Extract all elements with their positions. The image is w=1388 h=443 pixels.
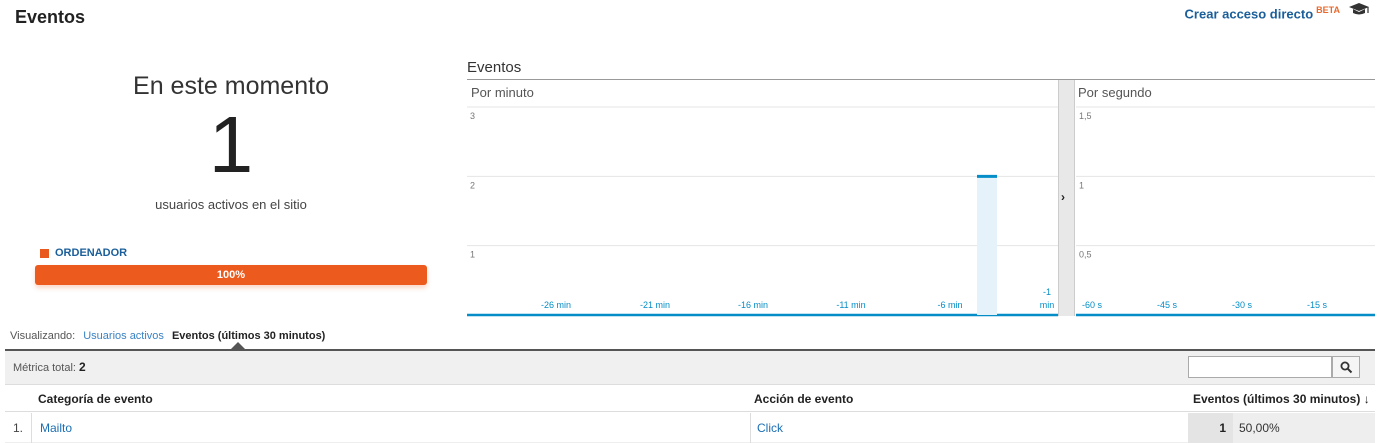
create-shortcut-link[interactable]: Crear acceso directo BETA <box>1185 5 1340 21</box>
column-category[interactable]: Categoría de evento <box>38 392 153 406</box>
event-bar <box>977 176 997 315</box>
table-search-input[interactable] <box>1188 356 1332 378</box>
column-action[interactable]: Acción de evento <box>754 392 854 406</box>
metric-total: Métrica total: 2 <box>13 360 86 374</box>
column-events[interactable]: Eventos (últimos 30 minutos) ↓ <box>1193 392 1370 406</box>
x-tick-label: -45 s <box>1157 300 1178 310</box>
chart-title: Eventos <box>467 59 522 76</box>
y-tick-label: 1 <box>470 250 475 260</box>
x-tick-label: -60 s <box>1082 300 1103 310</box>
y-tick-label: 1,5 <box>1079 111 1092 121</box>
x-tick-label: min <box>1040 300 1055 310</box>
y-tick-label: 1 <box>1079 180 1084 190</box>
x-tick-label: -1 <box>1043 287 1051 297</box>
x-tick-label: -26 min <box>541 300 571 310</box>
active-users-count: 1 <box>208 100 254 189</box>
row-action-cell: Click <box>750 413 783 443</box>
per-second-label: Por segundo <box>1078 85 1152 100</box>
chevron-right-icon[interactable]: › <box>1061 190 1065 204</box>
events-chart: 1 2 3 -26 min -21 min -16 min -11 min -6 min -1 m… <box>467 106 1375 317</box>
row-category-link[interactable]: Mailto <box>40 421 73 435</box>
create-shortcut-label[interactable]: Crear acceso directo <box>1184 6 1314 22</box>
device-legend: ORDENADOR <box>40 247 127 259</box>
search-icon <box>1340 361 1353 374</box>
summary-heading: En este momento <box>133 72 329 100</box>
device-legend-label: ORDENADOR <box>55 247 128 259</box>
realtime-summary: En este momento 1 usuarios activos en el… <box>35 72 427 212</box>
row-events-value: 1 <box>1188 413 1233 443</box>
chart-divider[interactable] <box>1058 80 1075 316</box>
chart-top-rule <box>467 79 1375 80</box>
page-title: Eventos <box>15 7 86 27</box>
viewing-active-users-link[interactable]: Usuarios activos <box>83 330 164 342</box>
metric-total-label: Métrica total: <box>13 362 76 374</box>
active-users-caption: usuarios activos en el sitio <box>155 197 307 212</box>
y-tick-label: 0,5 <box>1079 250 1092 260</box>
beta-badge: BETA <box>1316 5 1340 15</box>
device-share-bar: 100% <box>35 265 427 285</box>
sort-desc-icon[interactable]: ↓ <box>1363 392 1370 406</box>
y-tick-label: 2 <box>470 180 475 190</box>
viewing-label: Visualizando: <box>10 330 76 342</box>
x-tick-label: -11 min <box>836 300 865 310</box>
x-tick-label: -6 min <box>937 300 962 310</box>
table-header: Categoría de evento Acción de evento Eve… <box>5 386 1375 412</box>
y-tick-label: 3 <box>470 111 475 121</box>
row-events-percent: 50,00% <box>1233 413 1375 443</box>
per-minute-label: Por minuto <box>471 85 534 100</box>
x-tick-label: -30 s <box>1232 300 1253 310</box>
table-toolbar: Métrica total: 2 <box>5 349 1375 385</box>
row-number: 1. <box>5 413 32 443</box>
row-action-link[interactable]: Click <box>757 421 783 435</box>
device-legend-swatch <box>40 248 49 258</box>
graduation-cap-icon[interactable] <box>1348 2 1370 18</box>
metric-total-value: 2 <box>79 360 86 374</box>
x-tick-label: -15 s <box>1307 300 1328 310</box>
selection-pointer <box>231 342 245 349</box>
table-row: 1. Mailto Click 1 50,00% <box>5 413 1375 443</box>
table-search-button[interactable] <box>1332 356 1360 378</box>
x-tick-label: -16 min <box>738 300 768 310</box>
viewing-selector: Visualizando: Usuarios activos Eventos (… <box>10 330 325 342</box>
x-tick-label: -21 min <box>640 300 670 310</box>
column-events-label[interactable]: Eventos (últimos 30 minutos) <box>1193 392 1361 406</box>
viewing-events-current: Eventos (últimos 30 minutos) <box>171 330 326 342</box>
